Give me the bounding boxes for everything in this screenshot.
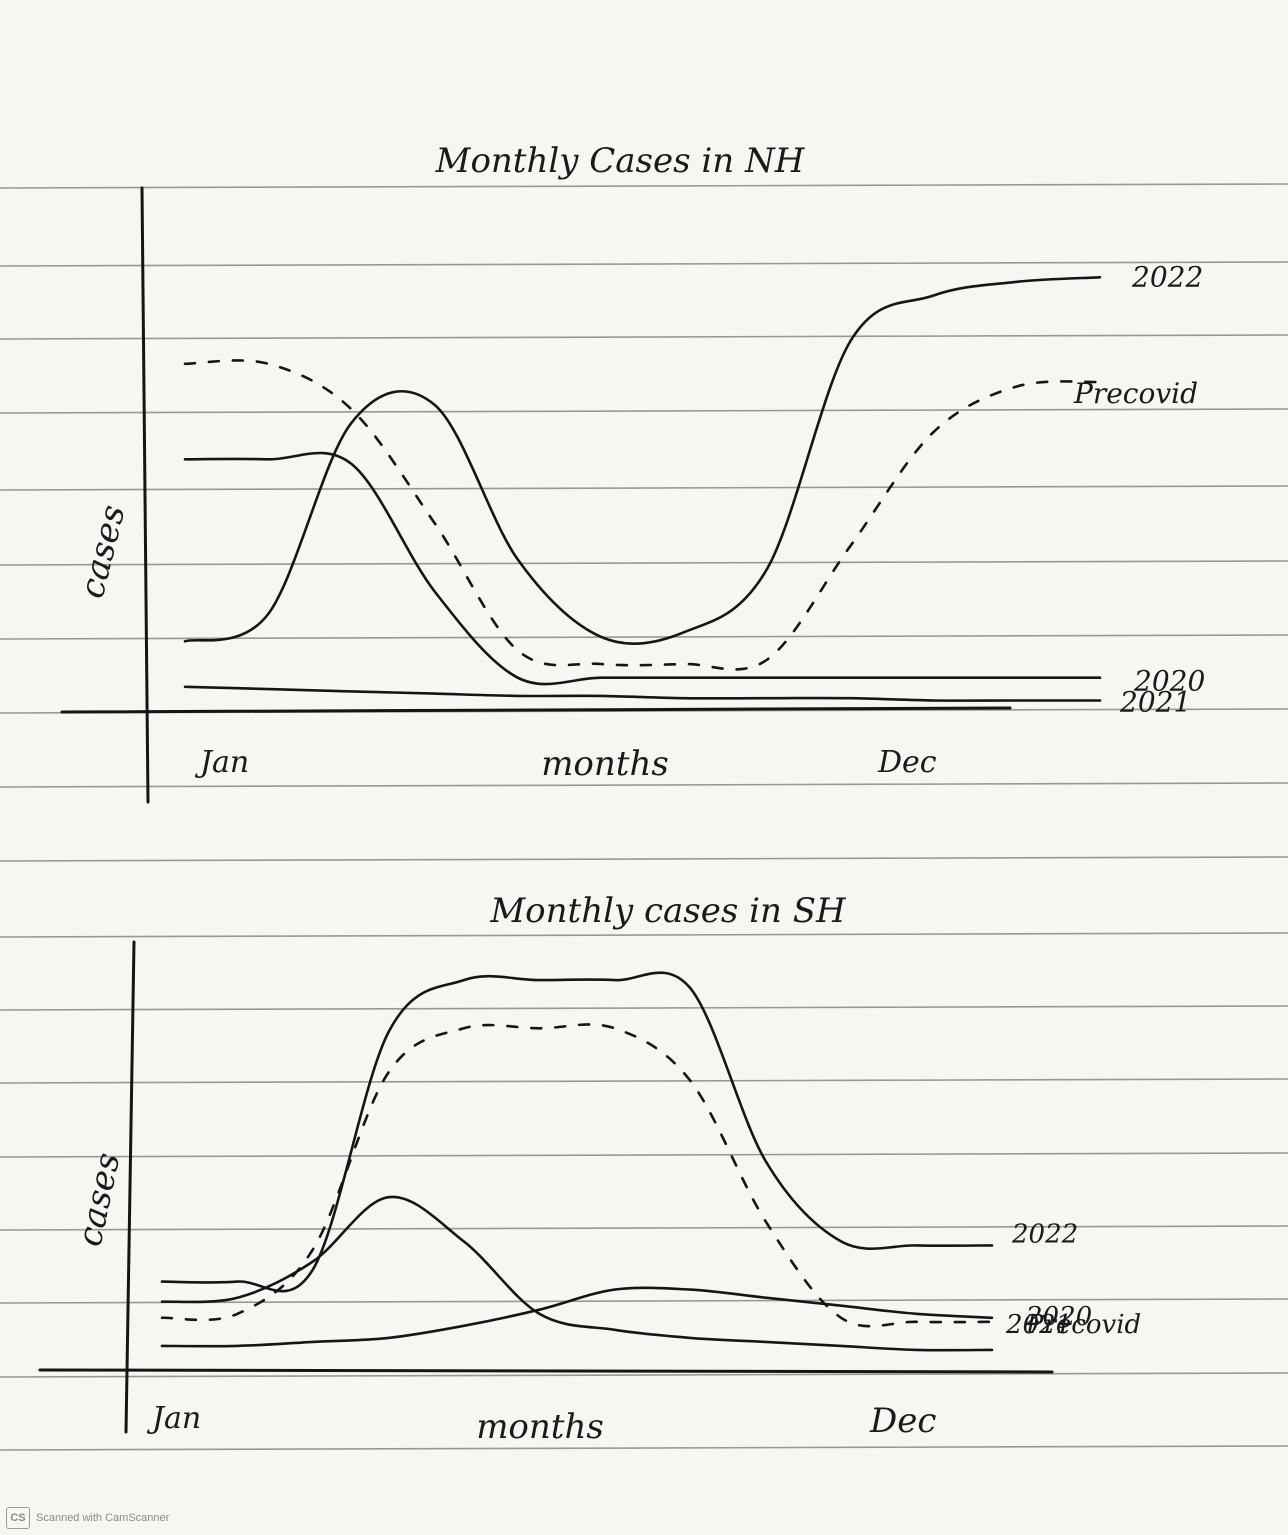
ruled-line <box>0 183 1288 189</box>
ruled-line <box>0 634 1288 640</box>
chart-sh-series-line-2020 <box>160 1286 994 1348</box>
ruled-line <box>0 856 1288 862</box>
chart-sh-series-label-2021: 2021 <box>1005 1310 1072 1340</box>
chart-sh-xtick-jan: Jan <box>146 1401 201 1436</box>
chart-nh-xtick-jan: Jan <box>194 745 249 780</box>
scanner-watermark-text: Scanned with CamScanner <box>36 1512 170 1524</box>
chart-sh-series-label-2020: 2020 <box>1025 1302 1092 1332</box>
ruled-line <box>0 1225 1288 1231</box>
chart-sh-xtick-dec: Dec <box>869 1401 936 1441</box>
ruled-line <box>0 1152 1288 1158</box>
scanner-watermark: CS Scanned with CamScanner <box>6 1505 169 1531</box>
ruled-line <box>0 485 1288 491</box>
chart-nh-x-axis <box>60 706 1012 714</box>
ruled-line <box>0 1372 1288 1378</box>
ruled-line <box>0 560 1288 566</box>
chart-sh-title: Monthly cases in SH <box>489 891 847 931</box>
chart-nh-series-label-2022: 2022 <box>1131 260 1203 293</box>
chart-sh-series-label-2022: 2022 <box>1011 1219 1078 1249</box>
ruled-line <box>0 1078 1288 1084</box>
notebook-ruled-lines <box>0 183 1288 1451</box>
chart-nh-series-line-precovid <box>183 359 1102 671</box>
chart-sh-series-line-precovid <box>160 1023 994 1328</box>
chart-nh-xlabel: months <box>541 744 669 784</box>
chart-nh-title: Monthly Cases in NH <box>435 141 806 181</box>
chart-sh-series-line-2022 <box>160 971 994 1293</box>
chart-sh-xlabel: months <box>476 1407 604 1447</box>
chart-nh-series-label-2020: 2020 <box>1133 665 1205 698</box>
chart-nh-xtick-dec: Dec <box>877 745 937 780</box>
chart-nh-series-line-2020 <box>183 451 1102 686</box>
ruled-line <box>0 1445 1288 1451</box>
chart-nh-y-axis <box>140 186 150 804</box>
chart-nh-series-label-2021: 2021 <box>1119 686 1191 719</box>
camscanner-logo: CS <box>6 1507 30 1529</box>
ruled-line <box>0 261 1288 267</box>
chart-nh-series-label-precovid: Precovid <box>1073 377 1198 410</box>
chart-nh: Monthly Cases in NH cases months Jan Dec… <box>60 141 1205 804</box>
chart-sh-y-axis <box>124 940 136 1434</box>
ruled-line <box>0 782 1288 788</box>
ruled-line <box>0 408 1288 414</box>
chart-sh: Monthly cases in SH cases months Jan Dec… <box>38 891 1141 1447</box>
chart-sh-series-label-precovid: Precovid <box>1025 1310 1141 1340</box>
ruled-line <box>0 932 1288 938</box>
chart-sh-x-axis <box>38 1368 1054 1374</box>
chart-nh-series-line-2021 <box>183 685 1102 702</box>
chart-nh-series-line-2022 <box>183 276 1102 645</box>
ruled-line <box>0 1005 1288 1011</box>
chart-sh-series-line-2021 <box>160 1195 994 1352</box>
chart-sh-ylabel: cases <box>70 1149 129 1250</box>
chart-nh-ylabel: cases <box>72 501 134 602</box>
ruled-line <box>0 334 1288 340</box>
